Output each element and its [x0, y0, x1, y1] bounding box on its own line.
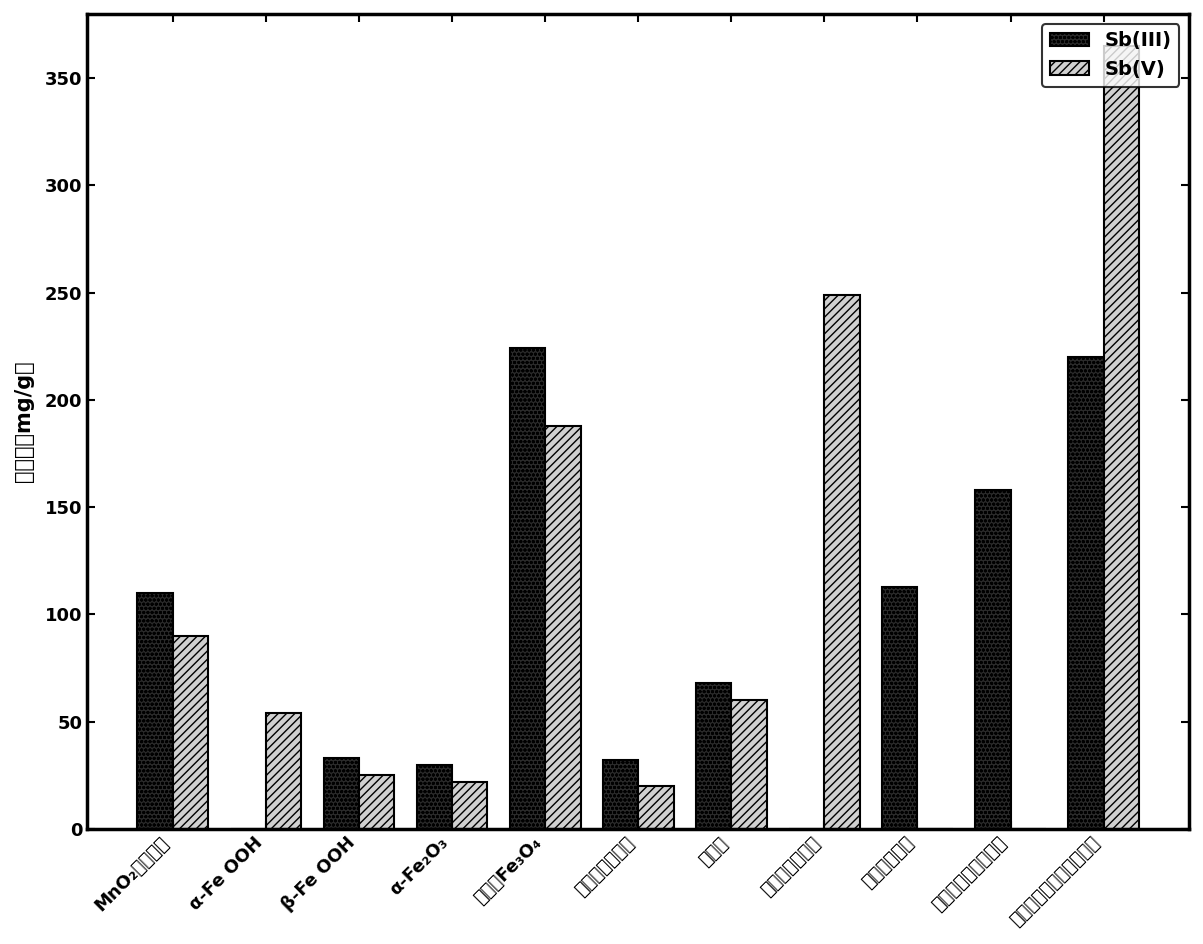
Bar [452, 782, 487, 829]
Legend: Sb(III), Sb(V): Sb(III), Sb(V) [1042, 24, 1179, 87]
Bar [603, 760, 639, 829]
Bar [510, 348, 545, 829]
Y-axis label: 吸附量（mg/g）: 吸附量（mg/g） [14, 361, 34, 482]
Bar [824, 295, 860, 829]
Bar [639, 786, 674, 829]
Bar [882, 586, 918, 829]
Bar [324, 758, 358, 829]
Bar [137, 593, 173, 829]
Bar [545, 426, 581, 829]
Bar [976, 490, 1011, 829]
Bar [1068, 357, 1103, 829]
Bar [697, 683, 731, 829]
Bar [731, 700, 766, 829]
Bar [1103, 46, 1139, 829]
Bar [266, 713, 301, 829]
Bar [173, 636, 208, 829]
Bar [416, 765, 452, 829]
Bar [358, 775, 395, 829]
